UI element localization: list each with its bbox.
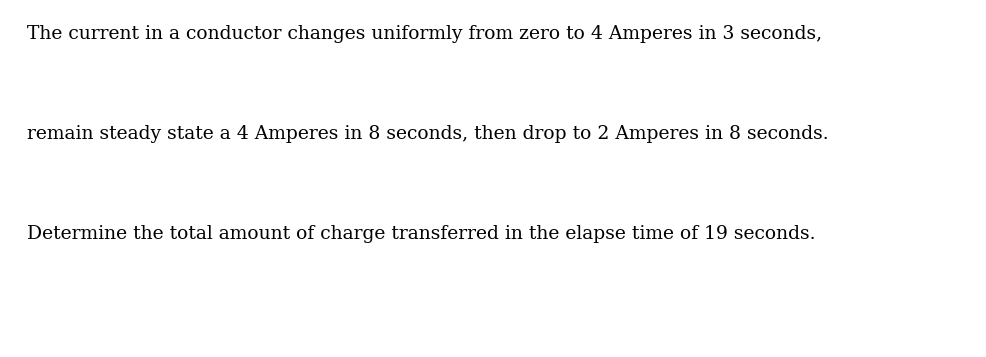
Text: Determine the total amount of charge transferred in the elapse time of 19 second: Determine the total amount of charge tra… — [27, 225, 815, 243]
Text: The current in a conductor changes uniformly from zero to 4 Amperes in 3 seconds: The current in a conductor changes unifo… — [27, 25, 821, 43]
Text: remain steady state a 4 Amperes in 8 seconds, then drop to 2 Amperes in 8 second: remain steady state a 4 Amperes in 8 sec… — [27, 125, 828, 143]
